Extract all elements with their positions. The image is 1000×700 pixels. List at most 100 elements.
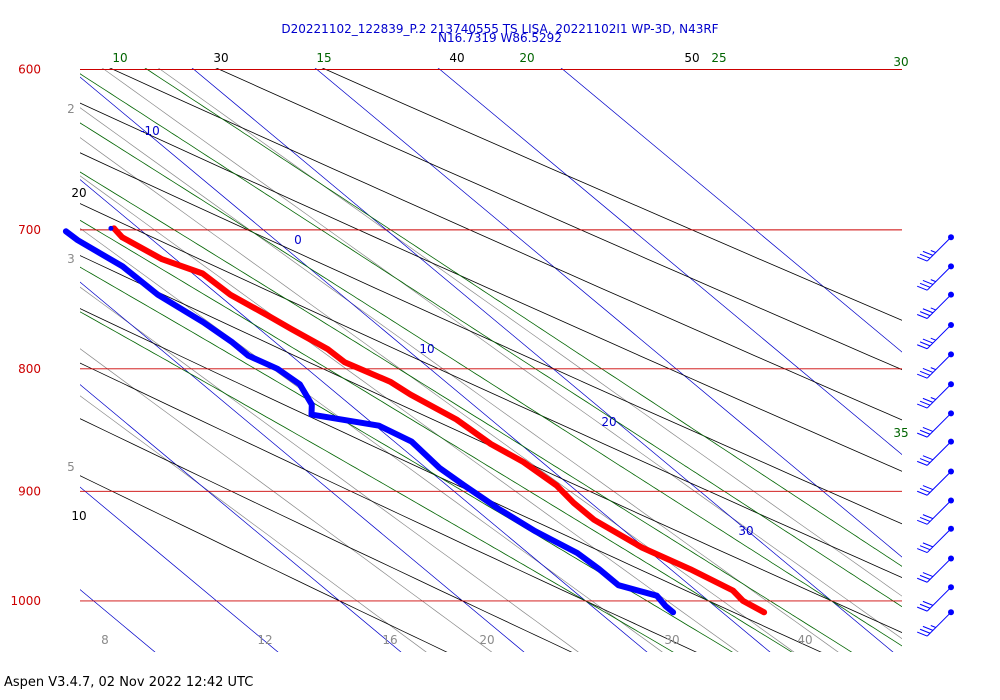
isotherm-line bbox=[80, 589, 156, 652]
wind-barb-flag bbox=[922, 308, 934, 314]
grey-grid-line bbox=[80, 179, 648, 652]
wind-barbs bbox=[917, 234, 954, 637]
wind-barb-staff bbox=[926, 441, 952, 466]
wind-barb-half-flag bbox=[930, 367, 936, 371]
grey-grid-line bbox=[80, 384, 402, 652]
mixing-ratio-label: 3 bbox=[67, 252, 75, 266]
moist-adiabat-label: 35 bbox=[893, 426, 908, 440]
moist-adiabat-line bbox=[80, 122, 902, 647]
wind-barb-flag bbox=[919, 400, 931, 406]
wind-barb-flag bbox=[919, 341, 931, 347]
mixing-ratio-line bbox=[157, 68, 902, 597]
wind-barb-staff bbox=[926, 500, 952, 525]
wind-barb-flag bbox=[919, 545, 931, 551]
moist-adiabat-line bbox=[80, 73, 902, 608]
temperature-profile-line bbox=[111, 225, 768, 616]
isotherm-line bbox=[0, 0, 43, 661]
isotherm-line bbox=[80, 281, 525, 652]
dry-adiabat-line bbox=[109, 68, 902, 421]
isotherm-label: 20 bbox=[601, 415, 616, 429]
wind-barb-flag bbox=[917, 460, 928, 466]
wind-barb-flag bbox=[917, 344, 928, 350]
dry-adiabat-line bbox=[80, 475, 448, 652]
isotherm-line bbox=[80, 179, 648, 652]
chart-title-line1: D20221102_122839_P.2 213740555 TS LISA, … bbox=[281, 22, 719, 36]
wind-barb-flag bbox=[917, 519, 928, 525]
dry-adiabat-label: 10 bbox=[71, 509, 86, 523]
wind-barb-half-flag bbox=[930, 279, 936, 283]
pressure-tick-label: 600 bbox=[18, 63, 41, 77]
isobars bbox=[80, 69, 902, 602]
pressure-tick-label: 700 bbox=[18, 223, 41, 237]
wind-barb-staff bbox=[926, 294, 952, 319]
isotherm-line bbox=[437, 68, 902, 456]
mixing-ratio-label: 12 bbox=[257, 633, 272, 647]
moist-adiabat-label: 20 bbox=[519, 51, 534, 65]
mixing-ratio-label: 5 bbox=[67, 460, 75, 474]
isotherm-label: -10 bbox=[140, 124, 160, 138]
wind-barb-flag bbox=[917, 577, 928, 583]
grey-grid-line bbox=[80, 76, 771, 652]
wind-barb-flag bbox=[922, 455, 934, 461]
wind-barb-flag bbox=[917, 373, 928, 379]
wind-barb-staff bbox=[926, 266, 952, 291]
mixing-ratio-line bbox=[80, 175, 739, 652]
wind-barb-staff bbox=[926, 528, 952, 553]
mixing-ratio-label: 20 bbox=[479, 633, 494, 647]
wind-barb-staff bbox=[926, 412, 952, 438]
dry-adiabat-label: 40 bbox=[449, 51, 464, 65]
wind-barb-flag bbox=[922, 514, 934, 520]
wind-barb-flag bbox=[917, 606, 928, 612]
mixing-ratio-line bbox=[101, 68, 902, 640]
moist-adiabat-label: 15 bbox=[316, 51, 331, 65]
dry-adiabat-line bbox=[80, 102, 902, 472]
mixing-ratio-label: 30 bbox=[664, 633, 679, 647]
dry-adiabat-label: 30 bbox=[213, 51, 228, 65]
wind-barb-flag bbox=[919, 516, 931, 522]
pressure-tick-label: 800 bbox=[18, 362, 41, 376]
mixing-ratio-line bbox=[80, 286, 579, 652]
pressure-tick-label: 1000 bbox=[10, 594, 41, 608]
isotherm-line bbox=[191, 68, 894, 652]
moist-adiabat-line bbox=[80, 171, 853, 652]
wind-barb-flag bbox=[917, 631, 928, 637]
wind-barb-half-flag bbox=[930, 250, 936, 253]
wind-barb-staff bbox=[926, 383, 952, 409]
isotherm-line bbox=[80, 76, 771, 652]
mixing-ratio-label: 8 bbox=[101, 633, 109, 647]
wind-barb-flag bbox=[917, 314, 928, 319]
wind-barb-flag bbox=[919, 370, 931, 376]
wind-barb-flag bbox=[919, 574, 931, 580]
wind-barb-half-flag bbox=[930, 307, 936, 311]
wind-barb-staff bbox=[926, 611, 952, 637]
grey-grid-line bbox=[80, 486, 279, 652]
wind-barb-flag bbox=[919, 253, 931, 259]
wind-barb-flag bbox=[919, 282, 931, 288]
moist-adiabat-line bbox=[80, 219, 793, 652]
mixing-ratio-line bbox=[80, 107, 839, 652]
dry-adiabat-line bbox=[80, 418, 573, 652]
wind-barb-half-flag bbox=[930, 397, 936, 400]
wind-barb-flag bbox=[919, 429, 931, 435]
wind-barb-flag bbox=[922, 572, 934, 577]
wind-barb-flag bbox=[922, 250, 934, 256]
wind-barb-staff bbox=[926, 236, 952, 262]
moist-adiabat-label: 10 bbox=[112, 51, 127, 65]
wind-barb-flag bbox=[919, 628, 931, 634]
isotherm-line bbox=[80, 384, 402, 652]
grey-grid-line bbox=[80, 589, 156, 652]
wind-barb-flag bbox=[919, 458, 931, 463]
moist-adiabat-label: 25 bbox=[711, 51, 726, 65]
wind-barb-staff bbox=[926, 324, 952, 350]
dry-adiabat-line bbox=[80, 203, 902, 579]
wind-barb-flag bbox=[919, 311, 931, 317]
moist-adiabat-line bbox=[80, 311, 674, 652]
wind-barb-flag bbox=[922, 426, 934, 432]
mixing-ratio-line bbox=[80, 348, 493, 652]
moist-adiabat-line bbox=[80, 266, 733, 652]
isotherm-line bbox=[80, 486, 279, 652]
dry-adiabat-label: 50 bbox=[684, 51, 699, 65]
wind-barb-half-flag bbox=[930, 625, 936, 628]
